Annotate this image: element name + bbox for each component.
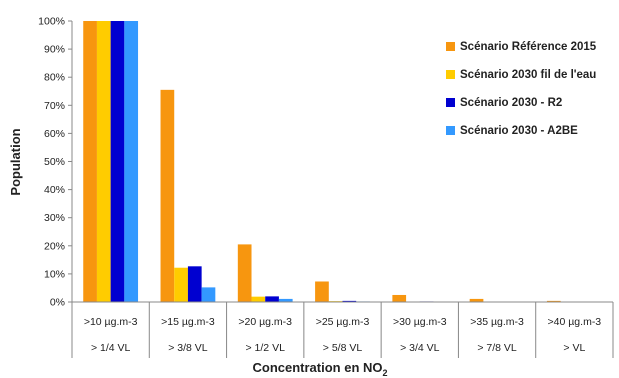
bar	[83, 21, 97, 302]
legend-swatch	[446, 42, 455, 51]
y-tick-label: 20%	[44, 240, 65, 252]
bar	[201, 287, 216, 302]
bar	[392, 294, 407, 302]
x-axis-label-text: Concentration en NO	[252, 360, 382, 375]
x-tick-label-secondary: > 1/4 VL	[91, 342, 131, 354]
x-tick-label-secondary: > 5/8 VL	[323, 342, 363, 354]
x-tick-label-secondary: > 3/4 VL	[400, 342, 440, 354]
bar	[124, 21, 139, 302]
y-tick-label: 90%	[44, 44, 65, 56]
y-tick-label: 40%	[44, 184, 65, 196]
x-axis-label-subscript: 2	[383, 368, 388, 378]
legend: Scénario Référence 2015 Scénario 2030 fil…	[446, 41, 597, 137]
y-tick-label: 80%	[44, 72, 65, 84]
x-axis-categories: >10 µg.m-3 > 1/4 VL >15 µg.m-3 > 3/8 VL >20 …	[71, 302, 614, 358]
bar	[251, 296, 266, 302]
x-tick-label: >40 µg.m-3	[548, 316, 602, 328]
x-tick-label-secondary: > 7/8 VL	[477, 342, 517, 354]
bar	[110, 21, 125, 302]
legend-swatch	[446, 70, 455, 79]
bar	[342, 300, 357, 302]
y-tick-label: 10%	[44, 268, 65, 280]
x-tick-label-secondary: > 1/2 VL	[246, 342, 286, 354]
y-tick-label: 100%	[38, 16, 65, 28]
y-tick-label: 60%	[44, 128, 65, 140]
bar	[187, 266, 202, 302]
bars	[83, 21, 602, 303]
bar	[469, 298, 484, 302]
y-axis-ticks: 0% 10% 20% 30% 40% 50% 60% 70% 80% 90% 100%	[38, 16, 72, 309]
bar	[278, 298, 293, 302]
x-tick-label: >10 µg.m-3	[84, 316, 138, 328]
x-tick-label: >25 µg.m-3	[316, 316, 370, 328]
bar	[96, 21, 111, 302]
y-axis-label: Population	[8, 128, 23, 195]
bar	[315, 281, 329, 302]
x-tick-label: >20 µg.m-3	[238, 316, 292, 328]
bar	[160, 89, 175, 302]
bar	[546, 300, 561, 302]
y-tick-label: 50%	[44, 156, 65, 168]
legend-label: Scénario 2030 - R2	[460, 97, 562, 109]
axes	[71, 21, 613, 303]
legend-label: Scénario 2030 - A2BE	[460, 125, 578, 137]
legend-label: Scénario Référence 2015	[460, 41, 597, 53]
x-axis-label: Concentration en NO2	[252, 360, 387, 378]
x-tick-label: >35 µg.m-3	[470, 316, 524, 328]
legend-swatch	[446, 126, 455, 135]
legend-label: Scénario 2030 fil de l'eau	[460, 69, 596, 81]
bar	[265, 296, 279, 302]
x-tick-label: >30 µg.m-3	[393, 316, 447, 328]
x-tick-label: >15 µg.m-3	[161, 316, 215, 328]
x-tick-label-secondary: > 3/8 VL	[168, 342, 208, 354]
x-tick-label-secondary: > VL	[563, 342, 585, 354]
y-tick-label: 70%	[44, 100, 65, 112]
legend-swatch	[446, 98, 455, 107]
bar	[237, 244, 252, 302]
y-tick-label: 0%	[50, 297, 65, 309]
y-tick-label: 30%	[44, 212, 65, 224]
bar	[174, 267, 188, 302]
